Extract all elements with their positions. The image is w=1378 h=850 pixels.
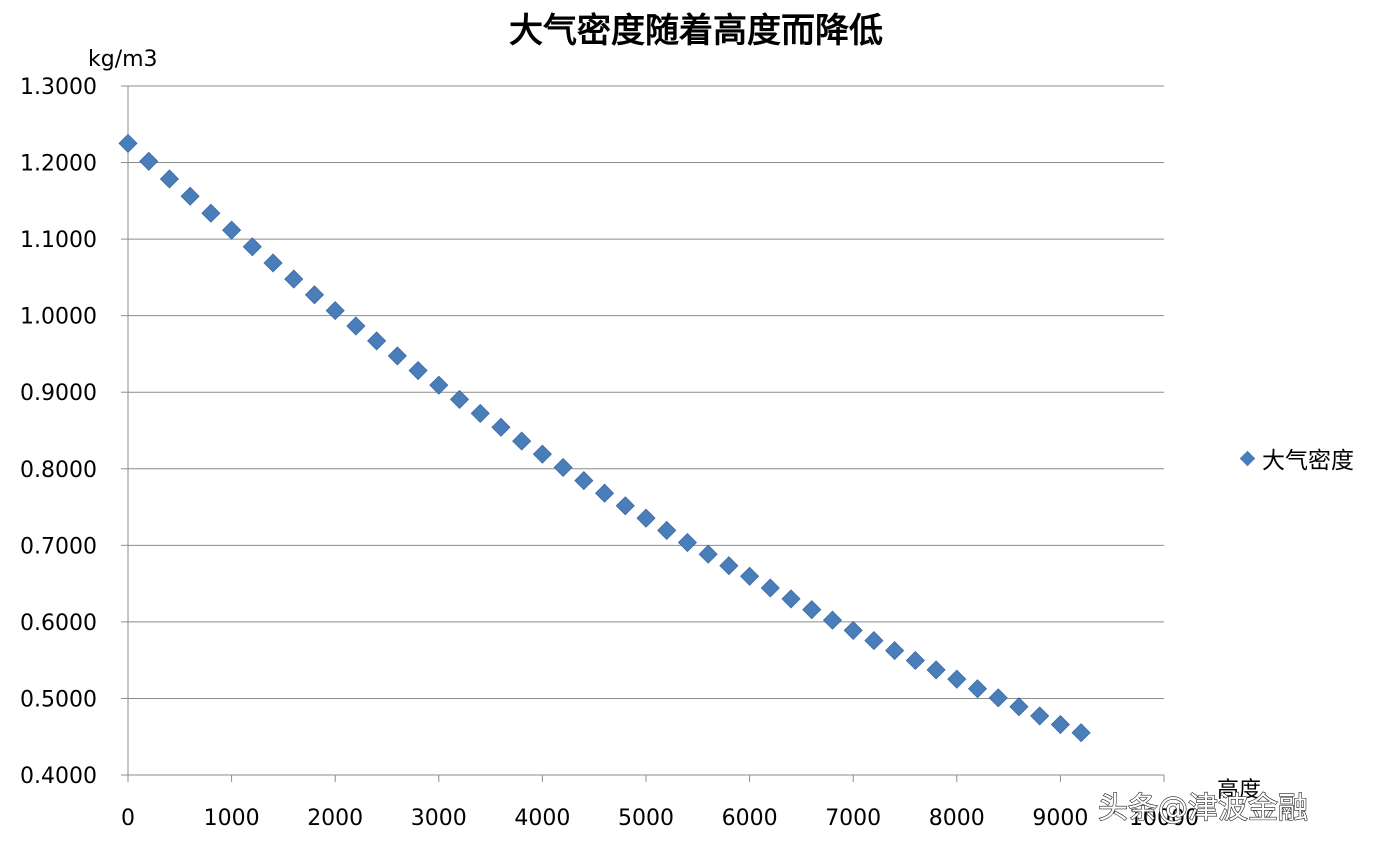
data-point <box>719 556 739 576</box>
data-point <box>139 151 159 171</box>
data-point <box>532 444 552 464</box>
data-point <box>449 389 470 409</box>
data-point <box>740 566 760 586</box>
data-point <box>802 600 822 620</box>
x-tick-label: 6000 <box>722 806 778 831</box>
data-point <box>346 316 366 336</box>
data-point <box>926 660 946 680</box>
data-point <box>284 269 304 289</box>
watermark-text: 头条@津波金融 <box>1098 791 1308 826</box>
data-point <box>822 610 843 630</box>
chart-title: 大气密度随着高度而降低 <box>509 11 883 51</box>
x-tick-label: 7000 <box>825 806 881 831</box>
data-point <box>594 483 615 503</box>
legend-label: 大气密度 <box>1262 448 1354 474</box>
data-point <box>988 688 1008 708</box>
data-point <box>118 133 138 153</box>
data-point <box>1050 714 1070 735</box>
x-axis-label: 高度 <box>1217 778 1261 803</box>
data-point <box>885 641 905 661</box>
data-point <box>263 253 283 273</box>
y-tick-label: 1.3000 <box>20 75 97 100</box>
x-tick-label: 10000 <box>1129 806 1199 831</box>
data-point <box>574 471 594 491</box>
data-point <box>615 496 635 516</box>
data-point <box>1009 697 1029 717</box>
y-tick-label: 0.8000 <box>20 458 97 483</box>
data-point <box>408 360 428 381</box>
data-point <box>636 508 656 528</box>
data-point <box>512 431 532 451</box>
y-tick-label: 0.9000 <box>20 381 97 406</box>
chart-labels: 大气密度随着高度而降低 kg/m3 高度 1.3000 1.2000 1.1000 1… <box>20 11 1261 831</box>
x-tick-label: 0 <box>121 806 135 831</box>
data-point <box>781 589 801 609</box>
y-tick-label: 0.7000 <box>20 534 97 559</box>
legend: 大气密度 <box>1239 448 1354 474</box>
data-point <box>553 457 573 478</box>
x-tick-label: 4000 <box>514 806 570 831</box>
data-point <box>304 285 325 305</box>
x-tick-label: 8000 <box>929 806 985 831</box>
data-point <box>201 203 221 223</box>
x-tick-label: 2000 <box>307 806 363 831</box>
data-point <box>677 532 698 553</box>
data-point <box>967 679 988 699</box>
data-point <box>470 403 490 423</box>
data-markers <box>118 133 1091 743</box>
y-tick-label: 0.6000 <box>20 611 97 636</box>
data-point <box>947 669 967 689</box>
y-tick-label: 0.5000 <box>20 687 97 712</box>
data-point <box>180 186 200 206</box>
y-tick-label: 1.1000 <box>20 228 97 253</box>
y-tick-label: 1.2000 <box>20 152 97 177</box>
data-point <box>1071 723 1091 743</box>
axes <box>121 85 1165 782</box>
data-point <box>864 631 884 651</box>
data-point <box>843 620 863 640</box>
data-point <box>1030 706 1050 726</box>
data-point <box>242 237 262 257</box>
data-point <box>387 346 407 366</box>
x-tick-label: 1000 <box>204 806 260 831</box>
data-point <box>657 520 677 540</box>
data-point <box>905 650 925 671</box>
legend-marker-icon <box>1239 450 1256 467</box>
y-tick-label: 0.4000 <box>20 764 97 789</box>
data-point <box>222 220 242 240</box>
data-point <box>367 331 387 351</box>
data-point <box>491 417 511 437</box>
gridlines <box>128 85 1164 699</box>
data-point <box>698 544 718 564</box>
x-tick-label: 9000 <box>1032 806 1088 831</box>
x-tick-label: 5000 <box>618 806 674 831</box>
x-tick-label: 3000 <box>411 806 467 831</box>
data-point <box>429 375 449 395</box>
data-point <box>760 578 780 598</box>
y-tick-label: 1.0000 <box>20 305 97 330</box>
watermark: 头条@津波金融 <box>1097 790 1308 826</box>
y-axis-unit-label: kg/m3 <box>88 47 158 72</box>
data-point <box>325 301 345 321</box>
data-point <box>159 169 180 189</box>
